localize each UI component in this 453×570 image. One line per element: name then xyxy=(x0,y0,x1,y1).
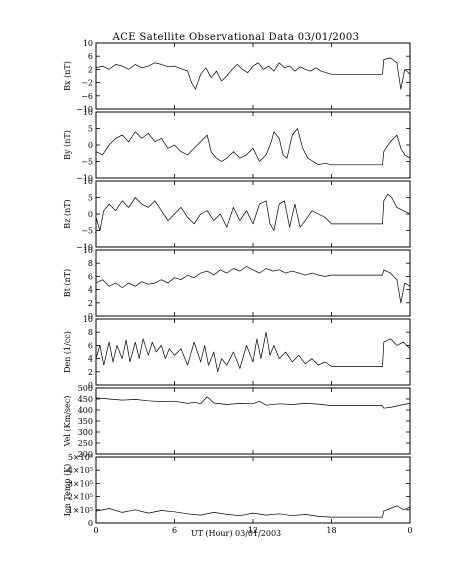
x-axis-label: UT (Hour) 03/01/2003 xyxy=(191,529,281,538)
panel-den: 10 8 6 4 2 0 Den (1/cc) xyxy=(63,315,411,390)
y-tick-label: 200 xyxy=(78,450,93,459)
y-axis-label: Vel (Km/sec) xyxy=(63,396,72,448)
y-tick-label: 8 xyxy=(88,328,93,337)
panels-layer: 10 6 2 −2 −6 −10 Bx (nT) 10 5 0 −5 −10 By (nT) 10 5 0 −5… xyxy=(63,39,413,535)
panel-frame xyxy=(95,42,411,110)
y-axis-label: Bt (nT) xyxy=(63,269,72,297)
panel-ion-temp: 5×10⁵ 4×10⁵ 3×10⁵ 2×10⁵ 1×10⁵ 0 Ion Temp (K) xyxy=(63,453,411,528)
series-line-bt xyxy=(95,266,411,304)
series-line-bx xyxy=(95,57,411,90)
x-tick-label: 12 xyxy=(248,526,258,535)
y-tick-label: 0 xyxy=(88,519,93,528)
series-line-vel xyxy=(95,396,411,409)
y-tick-label: 10 xyxy=(83,246,93,255)
panel-by: 10 5 0 −5 −10 By (nT) xyxy=(63,108,411,183)
x-tick-label: 18 xyxy=(326,526,336,535)
y-tick-label: −10 xyxy=(76,105,93,114)
panel-frame xyxy=(95,111,411,179)
x-tick-label: 0 xyxy=(93,526,98,535)
y-tick-label: 5 xyxy=(88,125,93,134)
panel-bt: 10 8 6 4 2 0 Bt (nT) xyxy=(63,246,411,321)
y-axis-label: Ion Temp (K) xyxy=(63,464,72,517)
series-line-bz xyxy=(95,193,411,231)
y-tick-label: 2 xyxy=(88,299,93,308)
y-tick-label: 300 xyxy=(78,428,93,437)
y-axis-label: Den (1/cc) xyxy=(63,331,72,373)
y-tick-label: 10 xyxy=(83,108,93,117)
y-tick-label: −6 xyxy=(81,92,93,101)
chart-title: ACE Satellite Observational Data 03/01/2… xyxy=(112,32,360,43)
y-tick-label: 3×10⁵ xyxy=(68,479,93,488)
y-tick-label: 6 xyxy=(88,52,93,61)
y-tick-label: 250 xyxy=(78,439,93,448)
y-tick-label: 4 xyxy=(88,355,93,364)
series-line-by xyxy=(95,128,411,166)
panel-frame xyxy=(95,387,411,455)
y-tick-label: 2 xyxy=(88,368,93,377)
x-tick-label: 6 xyxy=(172,526,177,535)
y-tick-label: −5 xyxy=(81,227,93,236)
y-tick-label: 6 xyxy=(88,272,93,281)
panel-frame xyxy=(95,180,411,248)
y-tick-label: 0 xyxy=(88,141,93,150)
y-tick-label: 5 xyxy=(88,194,93,203)
panel-bx: 10 6 2 −2 −6 −10 Bx (nT) xyxy=(63,39,411,114)
y-tick-label: 2×10⁵ xyxy=(68,493,93,502)
y-tick-label: −2 xyxy=(81,79,93,88)
x-tick-label: 0 xyxy=(407,526,412,535)
y-tick-label: 10 xyxy=(83,315,93,324)
series-line-den xyxy=(95,331,411,373)
y-tick-label: 4×10⁵ xyxy=(68,466,93,475)
y-tick-label: 450 xyxy=(78,395,93,404)
y-tick-label: 10 xyxy=(83,177,93,186)
series-line-ion-temp xyxy=(95,505,411,518)
y-tick-label: 2 xyxy=(88,65,93,74)
y-tick-label: 4 xyxy=(88,286,93,295)
y-tick-label: 0 xyxy=(88,210,93,219)
y-tick-label: 10 xyxy=(83,39,93,48)
y-tick-label: 0 xyxy=(88,381,93,390)
panel-vel: 500 450 400 350 300 250 200 Vel (Km/sec) xyxy=(63,384,411,459)
y-tick-label: −10 xyxy=(76,174,93,183)
y-tick-label: 500 xyxy=(78,384,93,393)
y-tick-label: 350 xyxy=(78,417,93,426)
panel-frame xyxy=(95,318,411,386)
y-tick-label: −5 xyxy=(81,158,93,167)
panel-bz: 10 5 0 −5 −10 Bz (nT) xyxy=(63,177,411,252)
y-tick-label: 1×10⁵ xyxy=(68,506,93,515)
y-tick-label: 6 xyxy=(88,341,93,350)
y-axis-label: Bx (nT) xyxy=(63,61,72,91)
y-tick-label: −10 xyxy=(76,243,93,252)
y-tick-label: 0 xyxy=(88,312,93,321)
y-tick-label: 8 xyxy=(88,259,93,268)
y-axis-label: Bz (nT) xyxy=(63,199,72,228)
y-axis-label: By (nT) xyxy=(63,130,72,160)
y-tick-label: 5×10⁵ xyxy=(68,453,93,462)
panel-frame xyxy=(95,249,411,317)
y-tick-label: 400 xyxy=(78,406,93,415)
